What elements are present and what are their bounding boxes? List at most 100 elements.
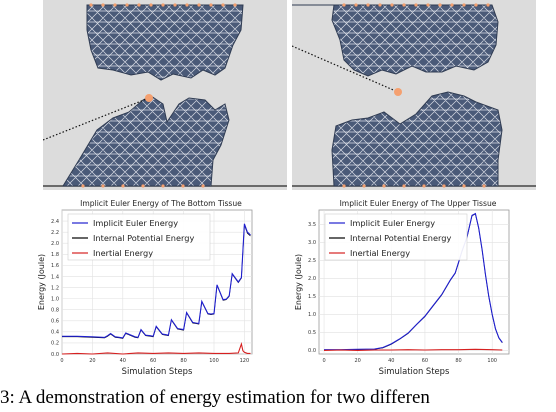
y-tick-label: 0.0: [308, 348, 316, 354]
chart-title: Implicit Euler Energy of The Bottom Tiss…: [80, 199, 242, 208]
y-axis-label: Energy (Joule): [37, 254, 46, 310]
x-tick-label: 20: [89, 358, 95, 364]
upper-tissue-simulation: [292, 0, 536, 190]
chart-title: Implicit Euler Energy of The Upper Tissu…: [340, 199, 497, 208]
anchor-point: [149, 3, 153, 7]
anchor-point: [141, 184, 145, 188]
y-tick-label: 3.5: [308, 222, 316, 228]
anchor-point: [450, 3, 454, 7]
y-tick-label: 0.0: [51, 352, 59, 358]
anchor-point: [422, 184, 426, 188]
left-upper-tissue-outline: [86, 4, 244, 81]
anchor-point: [342, 3, 346, 7]
y-tick-label: 2.2: [51, 230, 59, 236]
anchor-point: [181, 184, 185, 188]
anchor-point: [342, 184, 346, 188]
anchor-point: [173, 3, 177, 7]
y-tick-label: 3.0: [308, 240, 316, 246]
y-axis-label: Energy (Joule): [294, 254, 303, 310]
anchor-point: [89, 3, 93, 7]
x-tick-label: 100: [487, 358, 497, 364]
anchor-point: [197, 3, 201, 7]
anchor-point: [233, 3, 237, 7]
y-tick-label: 1.4: [51, 274, 59, 280]
legend-label: Inertial Energy: [93, 248, 153, 258]
anchor-point: [442, 184, 446, 188]
y-tick-label: 2.4: [51, 219, 59, 225]
legend-label: Inertial Energy: [350, 248, 410, 258]
anchor-point: [221, 3, 225, 7]
anchor-point: [125, 3, 129, 7]
tool-tip-marker: [394, 88, 402, 96]
anchor-point: [81, 184, 85, 188]
legend-label: Implicit Euler Energy: [350, 218, 435, 228]
bottom-tissue-simulation: [43, 0, 287, 190]
series-line-inertial: [323, 348, 503, 351]
y-tick-label: 1.2: [51, 285, 59, 291]
anchor-point: [438, 3, 442, 7]
x-tick-label: 60: [422, 358, 428, 364]
bottom-tissue-energy-chart: Implicit Euler Energy of The Bottom Tiss…: [37, 199, 253, 376]
anchor-point: [414, 3, 418, 7]
series-line-implicit-euler: [62, 223, 251, 339]
anchor-point: [362, 184, 366, 188]
anchor-point: [161, 3, 165, 7]
y-tick-label: 1.6: [51, 263, 59, 269]
right-upper-tissue-outline: [292, 4, 499, 77]
anchor-point: [402, 184, 406, 188]
anchor-point: [390, 3, 394, 7]
y-tick-label: 0.8: [51, 307, 59, 313]
x-tick-label: 0: [322, 358, 325, 364]
y-tick-label: 0.5: [308, 330, 316, 336]
figure-caption: 3: A demonstration of energy estimation …: [0, 387, 430, 408]
legend-box: [324, 213, 468, 261]
series-line-implicit-euler: [324, 212, 503, 351]
x-tick-label: 40: [120, 358, 126, 364]
left-upper-tissue-wireframe: [87, 5, 243, 80]
anchor-point: [426, 3, 430, 7]
y-tick-label: 0.2: [51, 341, 59, 347]
legend-label: Internal Potential Energy: [350, 233, 451, 243]
legend-label: Internal Potential Energy: [93, 233, 194, 243]
anchor-point: [161, 184, 165, 188]
anchor-point: [185, 3, 189, 7]
legend-label: Implicit Euler Energy: [93, 218, 178, 228]
tool-trajectory-line: [43, 97, 150, 141]
anchor-point: [462, 3, 466, 7]
anchor-point: [462, 184, 466, 188]
x-tick-label: 40: [388, 358, 394, 364]
y-tick-label: 1.5: [308, 294, 316, 300]
x-tick-label: 80: [455, 358, 461, 364]
left-lower-tissue-outline: [62, 95, 230, 187]
x-axis-label: Simulation Steps: [379, 366, 450, 376]
y-tick-label: 0.4: [51, 330, 59, 336]
right-lower-tissue-outline: [331, 91, 503, 187]
left-lower-tissue-fill: [63, 96, 229, 186]
legend-box: [67, 213, 211, 261]
y-tick-label: 1.0: [51, 296, 59, 302]
tool-tip-marker: [145, 94, 153, 102]
anchor-point: [101, 3, 105, 7]
x-tick-label: 80: [180, 358, 186, 364]
anchor-point: [474, 3, 478, 7]
y-tick-label: 2.5: [308, 258, 316, 264]
anchor-point: [209, 3, 213, 7]
x-tick-label: 20: [354, 358, 360, 364]
anchor-point: [137, 3, 141, 7]
anchor-point: [482, 184, 486, 188]
anchor-point: [201, 184, 205, 188]
y-tick-label: 1.8: [51, 252, 59, 258]
y-tick-label: 0.6: [51, 319, 59, 325]
anchor-point: [113, 3, 117, 7]
y-tick-label: 2.0: [51, 241, 59, 247]
anchor-point: [402, 3, 406, 7]
upper-tissue-energy-chart: Implicit Euler Energy of The Upper Tissu…: [294, 199, 510, 376]
x-tick-label: 60: [150, 358, 156, 364]
anchor-point: [101, 184, 105, 188]
x-axis-label: Simulation Steps: [122, 366, 193, 376]
anchor-point: [121, 184, 125, 188]
anchor-point: [382, 184, 386, 188]
right-lower-tissue-fill: [332, 92, 502, 186]
y-tick-label: 2.0: [308, 276, 316, 282]
x-tick-label: 0: [60, 358, 63, 364]
